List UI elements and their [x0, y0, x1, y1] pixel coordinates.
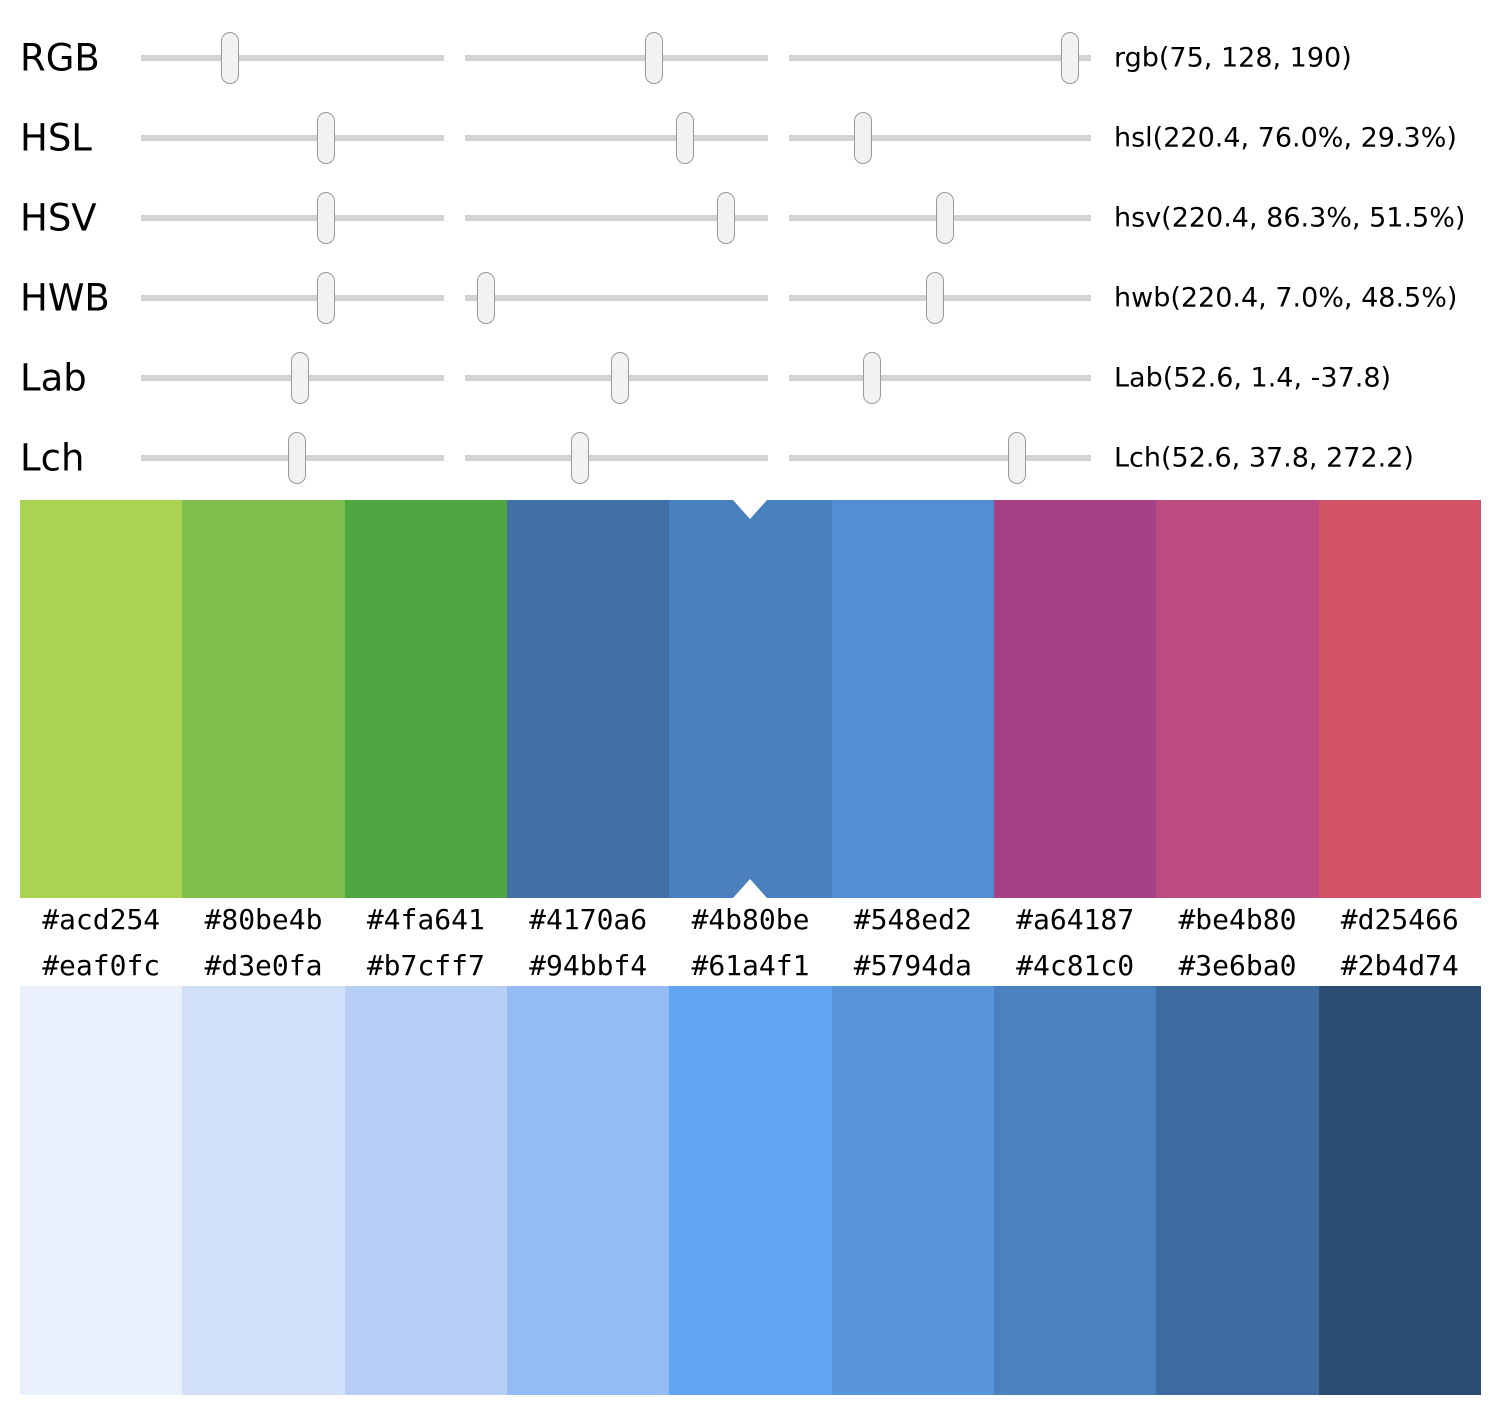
- hex-label-top-8: #d25466: [1340, 903, 1459, 936]
- slider-track-hsl-3[interactable]: [789, 135, 1091, 141]
- slider-thumb-lch-3[interactable]: [1008, 432, 1027, 484]
- slider-track-lch-3[interactable]: [789, 455, 1091, 461]
- selected-marker-up-triangle-icon: [733, 879, 768, 898]
- slider-thumb-hsv-3[interactable]: [935, 192, 954, 244]
- hex-label-row-top: #acd254 #80be4b #4fa641 #4170a6 #4b80be #548e…: [20, 898, 1481, 942]
- slider-row-rgb: RGB rgb(75, 128, 190): [0, 18, 1501, 98]
- slider-track-hsv-1[interactable]: [141, 215, 444, 221]
- slider-track-rgb-2[interactable]: [465, 55, 768, 61]
- hex-label-bottom-5: #5794da: [853, 949, 972, 982]
- palette-swatch-bottom-8[interactable]: [1318, 986, 1481, 1395]
- slider-thumb-hsv-1[interactable]: [317, 192, 336, 244]
- selected-marker-down-triangle-icon: [733, 500, 768, 519]
- hex-label-top-3: #4170a6: [529, 903, 648, 936]
- color-model-slider-panel: RGB rgb(75, 128, 190) HSL hsl(220.4, 76.0%,…: [0, 0, 1501, 496]
- hex-label-top-6: #a64187: [1016, 903, 1135, 936]
- hex-label-bottom-8: #2b4d74: [1340, 949, 1459, 982]
- palette-row-bottom: [20, 986, 1481, 1395]
- slider-thumb-hsl-2[interactable]: [675, 112, 694, 164]
- slider-row-label: RGB: [20, 36, 100, 80]
- palette-swatch-top-5[interactable]: [831, 500, 994, 898]
- slider-row-hwb: HWB hwb(220.4, 7.0%, 48.5%): [0, 258, 1501, 338]
- slider-row-label: Lch: [20, 436, 85, 480]
- slider-thumb-rgb-3[interactable]: [1060, 32, 1079, 84]
- slider-track-hsv-2[interactable]: [465, 215, 768, 221]
- hex-label-bottom-1: #d3e0fa: [204, 949, 323, 982]
- palette-swatch-bottom-7[interactable]: [1156, 986, 1319, 1395]
- slider-thumb-hsl-3[interactable]: [854, 112, 873, 164]
- palette-swatch-top-4[interactable]: [669, 500, 832, 898]
- slider-thumb-lab-2[interactable]: [610, 352, 629, 404]
- slider-thumb-rgb-1[interactable]: [221, 32, 240, 84]
- palette-swatch-bottom-4[interactable]: [669, 986, 832, 1395]
- slider-track-hwb-1[interactable]: [141, 295, 444, 301]
- hex-label-bottom-6: #4c81c0: [1016, 949, 1135, 982]
- palette-swatch-bottom-6[interactable]: [993, 986, 1157, 1395]
- hex-label-bottom-7: #3e6ba0: [1178, 949, 1297, 982]
- palette-swatch-top-3[interactable]: [506, 500, 670, 898]
- palette-swatch-bottom-3[interactable]: [506, 986, 670, 1395]
- hex-label-top-2: #4fa641: [366, 903, 485, 936]
- color-notation-lab: Lab(52.6, 1.4, -37.8): [1114, 362, 1392, 394]
- color-notation-hsl: hsl(220.4, 76.0%, 29.3%): [1114, 122, 1457, 154]
- slider-thumb-hwb-1[interactable]: [317, 272, 336, 324]
- slider-thumb-lch-2[interactable]: [570, 432, 589, 484]
- hex-label-top-1: #80be4b: [204, 903, 323, 936]
- slider-thumb-lch-1[interactable]: [288, 432, 307, 484]
- palette-swatch-top-7[interactable]: [1156, 500, 1319, 898]
- slider-row-lch: Lch Lch(52.6, 37.8, 272.2): [0, 418, 1501, 498]
- hex-label-bottom-2: #b7cff7: [366, 949, 485, 982]
- color-notation-lch: Lch(52.6, 37.8, 272.2): [1114, 442, 1414, 474]
- color-notation-hwb: hwb(220.4, 7.0%, 48.5%): [1114, 282, 1458, 314]
- hex-label-top-5: #548ed2: [853, 903, 972, 936]
- slider-row-label: HSL: [20, 116, 92, 160]
- slider-row-label: Lab: [20, 356, 87, 400]
- slider-track-group: [141, 18, 1091, 98]
- palette-swatch-top-6[interactable]: [993, 500, 1157, 898]
- hex-label-bottom-3: #94bbf4: [529, 949, 648, 982]
- color-notation-rgb: rgb(75, 128, 190): [1114, 42, 1352, 74]
- slider-thumb-hsv-2[interactable]: [717, 192, 736, 244]
- palette-swatch-bottom-0[interactable]: [20, 986, 183, 1395]
- slider-row-hsl: HSL hsl(220.4, 76.0%, 29.3%): [0, 98, 1501, 178]
- slider-row-label: HSV: [20, 196, 97, 240]
- slider-thumb-lab-1[interactable]: [291, 352, 310, 404]
- slider-track-group: [141, 418, 1091, 498]
- hex-label-bottom-0: #eaf0fc: [42, 949, 161, 982]
- slider-track-lch-2[interactable]: [465, 455, 768, 461]
- slider-thumb-hwb-2[interactable]: [477, 272, 496, 324]
- hex-label-top-4: #4b80be: [691, 903, 810, 936]
- slider-track-rgb-1[interactable]: [141, 55, 444, 61]
- hex-label-row-bottom: #eaf0fc #d3e0fa #b7cff7 #94bbf4 #61a4f1 #5794…: [20, 944, 1481, 986]
- palette-swatch-bottom-5[interactable]: [831, 986, 994, 1395]
- slider-track-hsl-2[interactable]: [465, 135, 768, 141]
- palette-swatch-bottom-2[interactable]: [344, 986, 507, 1395]
- slider-thumb-hsl-1[interactable]: [317, 112, 336, 164]
- slider-track-group: [141, 98, 1091, 178]
- slider-track-group: [141, 178, 1091, 258]
- slider-track-rgb-3[interactable]: [789, 55, 1091, 61]
- slider-track-hsl-1[interactable]: [141, 135, 444, 141]
- palette-swatch-top-8[interactable]: [1318, 500, 1481, 898]
- slider-track-group: [141, 258, 1091, 338]
- palette-swatch-top-1[interactable]: [182, 500, 345, 898]
- slider-row-hsv: HSV hsv(220.4, 86.3%, 51.5%): [0, 178, 1501, 258]
- hex-label-top-0: #acd254: [42, 903, 161, 936]
- slider-thumb-rgb-2[interactable]: [645, 32, 664, 84]
- palette-swatch-bottom-1[interactable]: [182, 986, 345, 1395]
- slider-track-hwb-2[interactable]: [465, 295, 768, 301]
- slider-row-lab: Lab Lab(52.6, 1.4, -37.8): [0, 338, 1501, 418]
- palette-swatch-top-0[interactable]: [20, 500, 183, 898]
- slider-track-group: [141, 338, 1091, 418]
- slider-thumb-hwb-3[interactable]: [926, 272, 945, 324]
- slider-row-label: HWB: [20, 276, 110, 320]
- slider-thumb-lab-3[interactable]: [863, 352, 882, 404]
- hex-label-bottom-4: #61a4f1: [691, 949, 810, 982]
- color-notation-hsv: hsv(220.4, 86.3%, 51.5%): [1114, 202, 1466, 234]
- palette-swatch-top-2[interactable]: [344, 500, 507, 898]
- hex-label-top-7: #be4b80: [1178, 903, 1297, 936]
- slider-track-lab-3[interactable]: [789, 375, 1091, 381]
- palette-row-top: [20, 500, 1481, 898]
